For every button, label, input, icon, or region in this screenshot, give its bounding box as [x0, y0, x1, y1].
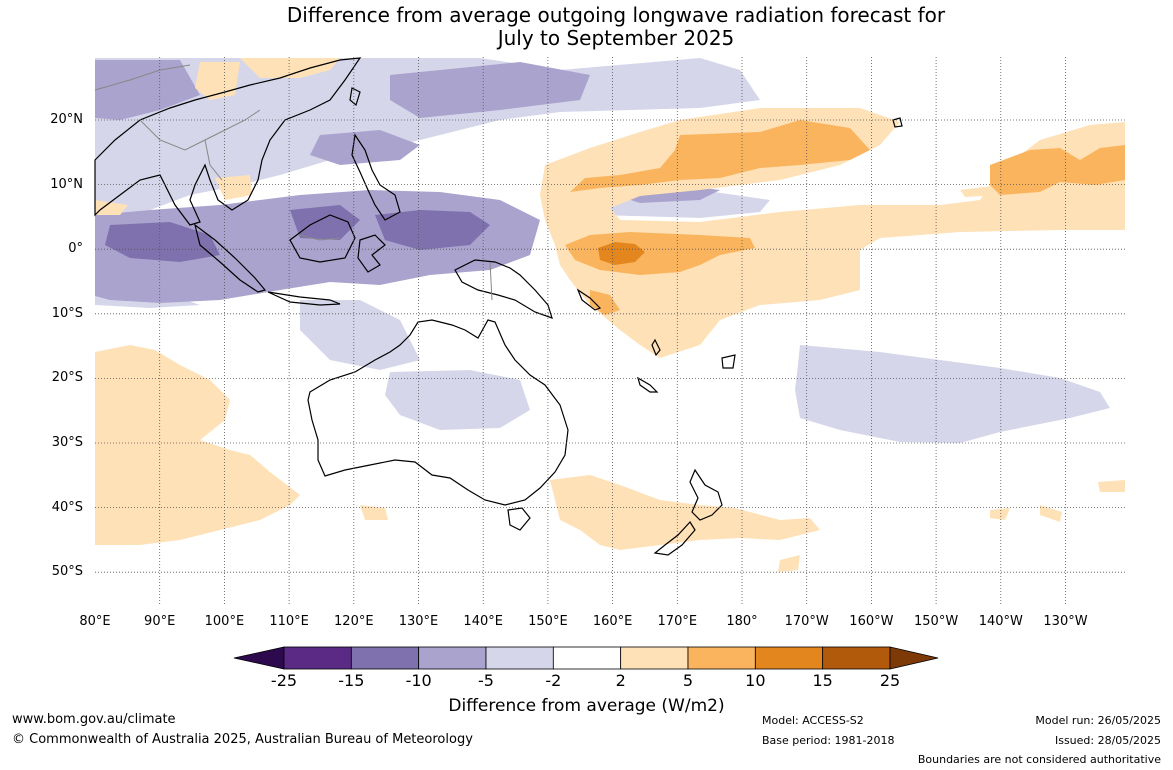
title-line-2: July to September 2025 [497, 26, 735, 50]
colorbar-tick-label: 2 [615, 671, 626, 690]
latitude-label: 50°S [51, 564, 83, 580]
colorbar-max-extension [889, 646, 939, 670]
colorbar-tick-label: -2 [545, 671, 562, 690]
anomaly-dark-purple [105, 205, 490, 262]
anomaly-dark-orange [598, 242, 645, 265]
longitude-label: 90°E [144, 614, 176, 629]
longitude-label: 160°W [849, 614, 894, 629]
longitude-label: 150°E [528, 614, 568, 629]
colorbar-min-extension [233, 646, 285, 670]
fiji-outline [721, 354, 736, 369]
model-text: Model: ACCESS-S2 [762, 714, 864, 727]
longitude-label: 170°W [784, 614, 829, 629]
model-run-text: Model run: 26/05/2025 [1035, 714, 1161, 727]
latitude-label: 30°S [51, 435, 83, 450]
asia-mainland-outline [94, 57, 362, 226]
colorbar-tick-label: -5 [478, 671, 494, 690]
longitude-label: 170°E [657, 614, 698, 629]
longitude-label: 80°E [79, 614, 111, 629]
longitude-label: 140°E [463, 614, 503, 629]
chart-title: Difference from average outgoing longwav… [0, 4, 1173, 50]
issued-text: Issued: 28/05/2025 [1054, 734, 1161, 747]
latitude-label: 20°S [51, 370, 83, 386]
longitude-label: 100°E [204, 614, 245, 629]
colorbar-swatch [283, 646, 352, 670]
colorbar-swatch [620, 646, 689, 670]
new-caledonia-outline [637, 376, 659, 393]
tasmania-outline [507, 507, 531, 531]
colorbar-swatch [350, 646, 420, 670]
philippines-outline [351, 133, 401, 221]
latitude-label: 0° [68, 241, 83, 257]
longitude-label: 140°W [978, 614, 1023, 629]
copyright-text: © Commonwealth of Australia 2025, Austra… [12, 732, 473, 747]
colorbar-swatch [552, 646, 622, 670]
colorbar-tick-label: 10 [745, 671, 766, 690]
anomaly-medium-orange [565, 120, 1125, 315]
gridlines [95, 57, 1125, 605]
website-link[interactable]: www.bom.gov.au/climate [12, 712, 176, 727]
latitude-label: 20°N [50, 112, 83, 127]
colorbar-tick-label: -15 [338, 671, 365, 690]
colorbar-swatch [418, 646, 487, 670]
new-zealand-south-outline [653, 521, 696, 556]
latitude-label: 40°S [51, 499, 83, 515]
latitude-label: 10°N [50, 176, 83, 192]
disclaimer-text: Boundaries are not considered authoritat… [917, 753, 1161, 766]
taiwan-outline [349, 87, 361, 107]
vanuatu-outline [651, 338, 661, 357]
colorbar-swatch [687, 646, 756, 670]
latitude-label: 10°S [51, 305, 83, 321]
sulawesi-outline [357, 234, 386, 273]
australia-outline [307, 319, 569, 506]
colorbar-tick-label: -25 [270, 671, 298, 690]
longitude-label: 110°E [269, 614, 309, 629]
colorbar-tick-label: 5 [682, 671, 694, 690]
colorbar-tick-label: 15 [812, 671, 833, 690]
colorbar-swatch [822, 646, 891, 670]
longitude-label: 160°E [592, 614, 633, 629]
title-line-1: Difference from average outgoing longwav… [286, 3, 946, 27]
colorbar-swatch [485, 646, 554, 670]
map-panel [94, 57, 1125, 605]
longitude-label: 180° [726, 614, 758, 629]
borneo-outline [289, 214, 356, 263]
java-outline [267, 291, 341, 306]
anomaly-medium-purple [95, 60, 720, 303]
colorbar-tick-label: -10 [405, 671, 432, 690]
colorbar-label: Difference from average (W/m2) [448, 696, 725, 716]
new-guinea-outline [454, 259, 553, 319]
new-zealand-north-outline [689, 468, 723, 521]
solomon-islands-outline [576, 288, 602, 311]
base-period-text: Base period: 1981-2018 [762, 734, 895, 747]
longitude-label: 130°E [398, 614, 439, 629]
longitude-label: 130°W [1043, 614, 1088, 629]
hawaii-outline [892, 117, 903, 128]
colorbar-swatch [754, 646, 824, 670]
colorbar-tick-label: 25 [879, 671, 901, 690]
longitude-label: 150°W [914, 614, 959, 629]
longitude-label: 120°E [334, 614, 374, 629]
